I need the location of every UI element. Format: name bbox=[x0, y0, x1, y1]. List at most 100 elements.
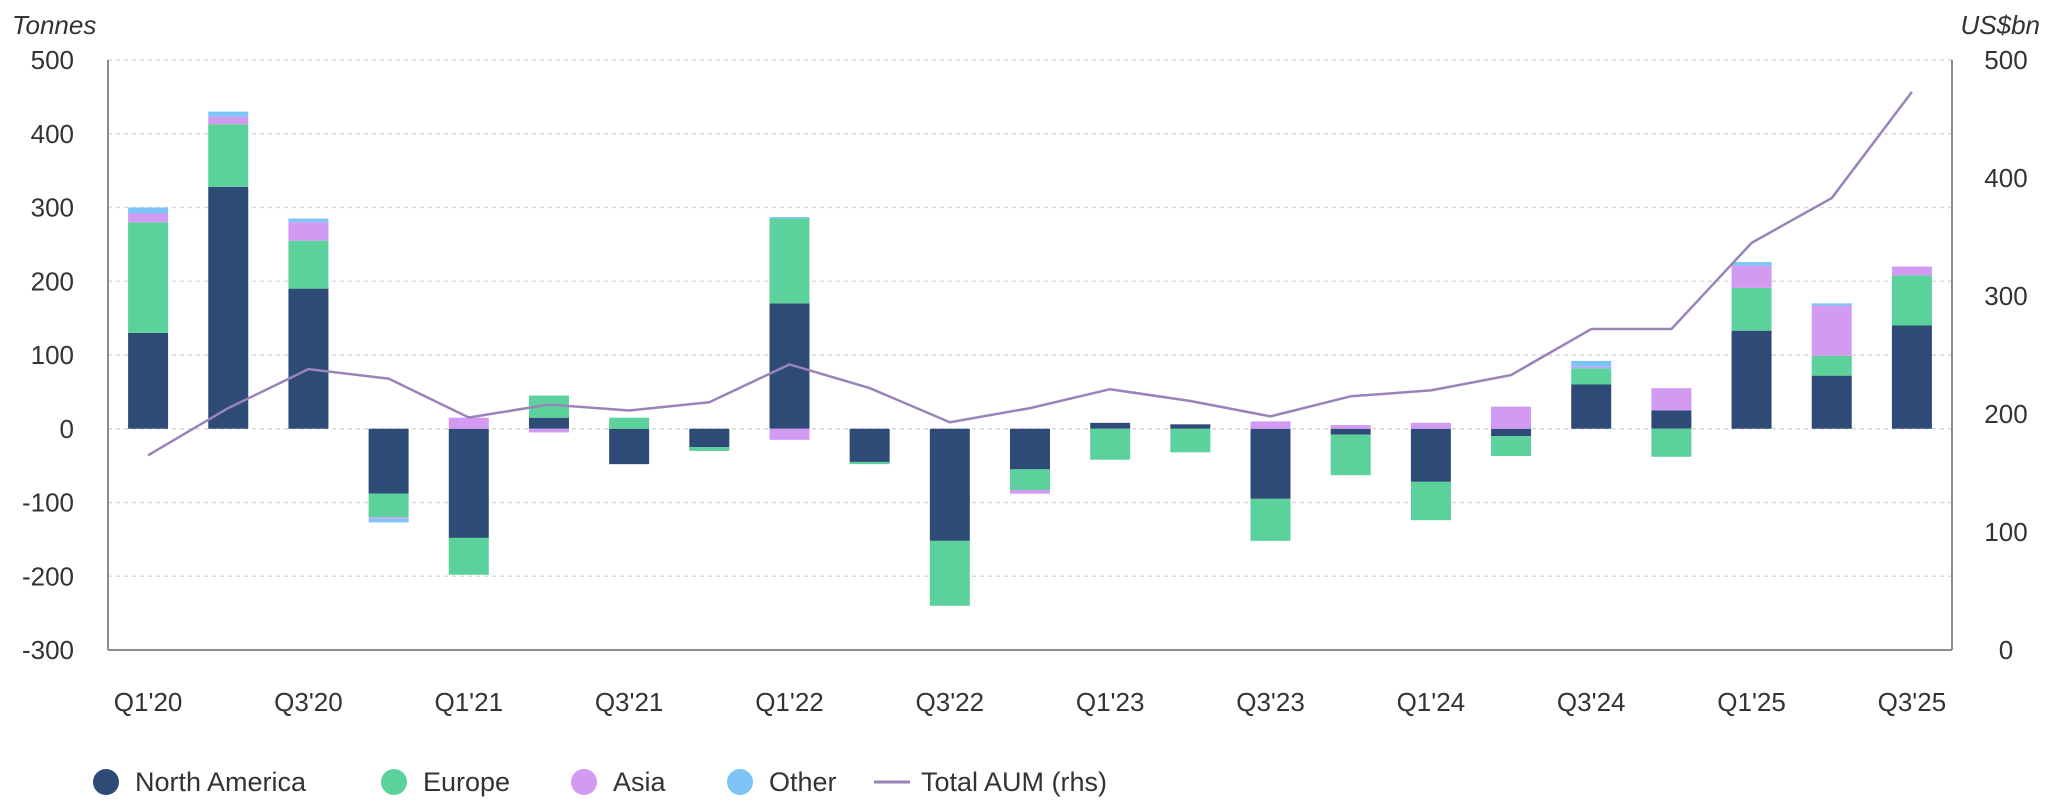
bar-north-america bbox=[769, 303, 810, 429]
bar-north-america bbox=[1811, 375, 1852, 429]
bar-asia bbox=[1811, 305, 1852, 356]
legend-marker-europe bbox=[381, 769, 407, 795]
bar-asia bbox=[1010, 489, 1050, 494]
bar-europe bbox=[1811, 355, 1852, 376]
bar-north-america bbox=[288, 288, 329, 429]
bar-europe bbox=[528, 395, 569, 418]
bar-europe bbox=[1010, 469, 1050, 490]
bar-other bbox=[1731, 262, 1772, 266]
x-tick-label: Q3'25 bbox=[1878, 687, 1947, 717]
bar-other bbox=[1571, 360, 1612, 367]
right-axis-unit: US$bn bbox=[1961, 10, 2041, 40]
x-tick-label: Q3'24 bbox=[1557, 687, 1626, 717]
left-tick-label: -200 bbox=[22, 561, 74, 591]
bar-north-america bbox=[1010, 428, 1050, 470]
bar-europe bbox=[288, 240, 329, 289]
legend-label: Total AUM (rhs) bbox=[921, 767, 1107, 797]
right-tick-label: 400 bbox=[1984, 163, 2027, 193]
bar-europe bbox=[1651, 428, 1692, 457]
bar-asia bbox=[208, 116, 249, 125]
bar-asia bbox=[128, 213, 169, 223]
bar-asia bbox=[288, 222, 329, 241]
bar-other bbox=[769, 217, 810, 219]
x-tick-label: Q1'21 bbox=[434, 687, 503, 717]
right-tick-label: 500 bbox=[1984, 45, 2027, 75]
legend-marker-other bbox=[727, 769, 753, 795]
legend-marker-north-america bbox=[93, 769, 119, 795]
bar-other bbox=[208, 111, 249, 117]
legend-label: Asia bbox=[613, 767, 667, 797]
bar-north-america bbox=[689, 428, 730, 448]
bar-north-america bbox=[1891, 325, 1932, 429]
right-tick-label: 0 bbox=[1999, 635, 2013, 665]
x-tick-label: Q1'23 bbox=[1076, 687, 1145, 717]
bar-asia bbox=[1491, 406, 1532, 429]
bar-north-america bbox=[1571, 384, 1612, 429]
legend-label: Other bbox=[769, 767, 837, 797]
bar-asia bbox=[1731, 265, 1772, 288]
bar-europe bbox=[849, 461, 890, 465]
bars bbox=[128, 111, 1932, 606]
total-aum-line bbox=[147, 91, 1913, 457]
bar-north-america bbox=[1410, 428, 1451, 482]
left-tick-label: 200 bbox=[31, 266, 74, 296]
left-tick-label: 100 bbox=[31, 340, 74, 370]
right-tick-label: 100 bbox=[1984, 517, 2027, 547]
x-tick-label: Q3'21 bbox=[595, 687, 664, 717]
bar-north-america bbox=[128, 332, 169, 429]
bar-europe bbox=[1731, 287, 1772, 331]
bar-europe bbox=[1571, 368, 1612, 385]
bar-asia bbox=[1330, 425, 1371, 429]
bar-asia bbox=[368, 517, 409, 519]
bar-asia bbox=[1250, 421, 1291, 429]
left-tick-label: -300 bbox=[22, 635, 74, 665]
x-tick-label: Q1'20 bbox=[114, 687, 183, 717]
tick-labels: 500 400 300 200 100 0 -100 -200 -300 500 400 300 200… bbox=[22, 45, 2028, 717]
left-axis-unit: Tonnes bbox=[12, 10, 96, 40]
legend-label: Europe bbox=[423, 767, 510, 797]
left-tick-label: 400 bbox=[31, 119, 74, 149]
bar-asia bbox=[1571, 366, 1612, 369]
bar-asia bbox=[769, 428, 810, 440]
bar-asia bbox=[528, 428, 569, 433]
bar-north-america bbox=[448, 428, 489, 538]
right-tick-label: 300 bbox=[1984, 281, 2027, 311]
bar-north-america bbox=[1330, 428, 1371, 435]
bar-asia bbox=[1410, 422, 1451, 429]
bar-europe bbox=[1170, 428, 1211, 453]
x-tick-label: Q3'20 bbox=[274, 687, 343, 717]
legend-label: North America bbox=[135, 767, 307, 797]
bar-other bbox=[288, 218, 329, 223]
bar-europe bbox=[1491, 436, 1532, 457]
legend: North America Europe Asia Other Total AUM (r… bbox=[93, 767, 1107, 797]
bar-asia bbox=[1891, 266, 1932, 276]
bar-north-america bbox=[1250, 428, 1291, 499]
left-tick-label: 0 bbox=[60, 414, 74, 444]
bar-europe bbox=[128, 222, 169, 333]
bar-north-america bbox=[1491, 428, 1532, 437]
bar-north-america bbox=[208, 186, 249, 429]
bar-europe bbox=[689, 447, 730, 451]
bar-europe bbox=[929, 540, 970, 606]
bar-north-america bbox=[849, 428, 890, 462]
left-tick-label: 300 bbox=[31, 193, 74, 223]
bar-europe bbox=[609, 417, 650, 429]
bar-europe bbox=[208, 124, 249, 187]
x-tick-label: Q1'25 bbox=[1717, 687, 1786, 717]
bar-europe bbox=[1891, 275, 1932, 326]
bar-north-america bbox=[609, 428, 650, 465]
aum-line bbox=[147, 91, 1913, 457]
bar-north-america bbox=[1090, 422, 1131, 429]
x-tick-label: Q3'23 bbox=[1236, 687, 1305, 717]
axes bbox=[107, 60, 1953, 651]
right-tick-label: 200 bbox=[1984, 399, 2027, 429]
x-tick-label: Q1'22 bbox=[755, 687, 824, 717]
bar-asia bbox=[1651, 388, 1692, 411]
bar-north-america bbox=[1170, 424, 1211, 429]
bar-europe bbox=[1250, 498, 1291, 541]
x-tick-label: Q1'24 bbox=[1397, 687, 1466, 717]
x-tick-label: Q3'22 bbox=[916, 687, 985, 717]
left-tick-label: -100 bbox=[22, 488, 74, 518]
left-tick-label: 500 bbox=[31, 45, 74, 75]
